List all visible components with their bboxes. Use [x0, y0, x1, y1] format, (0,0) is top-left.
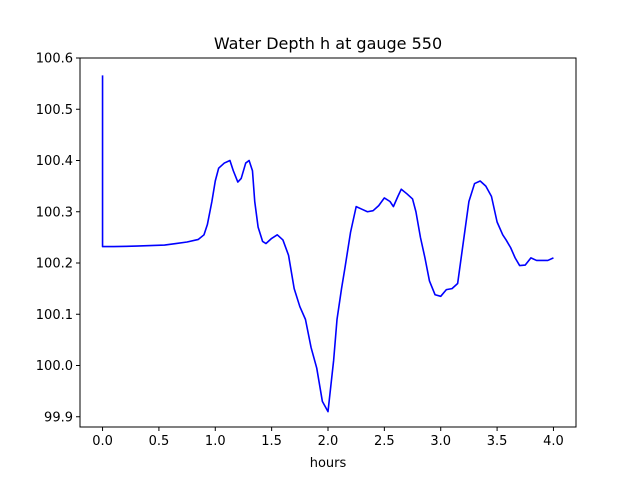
- series-line: [101, 75, 554, 413]
- y-tick-label: 100.0: [36, 359, 73, 374]
- y-tick-label: 100.2: [36, 257, 73, 272]
- x-tick-label: 2.5: [374, 434, 395, 449]
- x-tick-label: 3.5: [487, 434, 508, 449]
- x-tick-label: 0.0: [92, 434, 113, 449]
- x-axis: 0.0 0.5 1.0 1.5 2.0 2.5 3.0 3.5 4.0: [92, 427, 564, 449]
- y-tick-label: 100.3: [36, 205, 73, 220]
- y-tick-label: 100.1: [36, 308, 73, 323]
- y-tick-label: 100.6: [36, 52, 73, 67]
- x-axis-label: hours: [310, 456, 347, 471]
- y-tick-label: 100.5: [36, 103, 73, 118]
- y-tick-label: 100.4: [36, 154, 73, 169]
- chart-title: Water Depth h at gauge 550: [214, 34, 442, 53]
- x-tick-label: 0.5: [149, 434, 170, 449]
- x-tick-label: 4.0: [543, 434, 564, 449]
- x-tick-label: 1.5: [261, 434, 282, 449]
- x-tick-label: 3.0: [430, 434, 451, 449]
- x-tick-label: 1.0: [205, 434, 226, 449]
- y-tick-label: 99.9: [44, 410, 73, 425]
- x-tick-label: 2.0: [318, 434, 339, 449]
- y-axis: 99.9 100.0 100.1 100.2 100.3 100.4 100.5 100.6: [36, 52, 80, 425]
- plot-area: [101, 75, 554, 413]
